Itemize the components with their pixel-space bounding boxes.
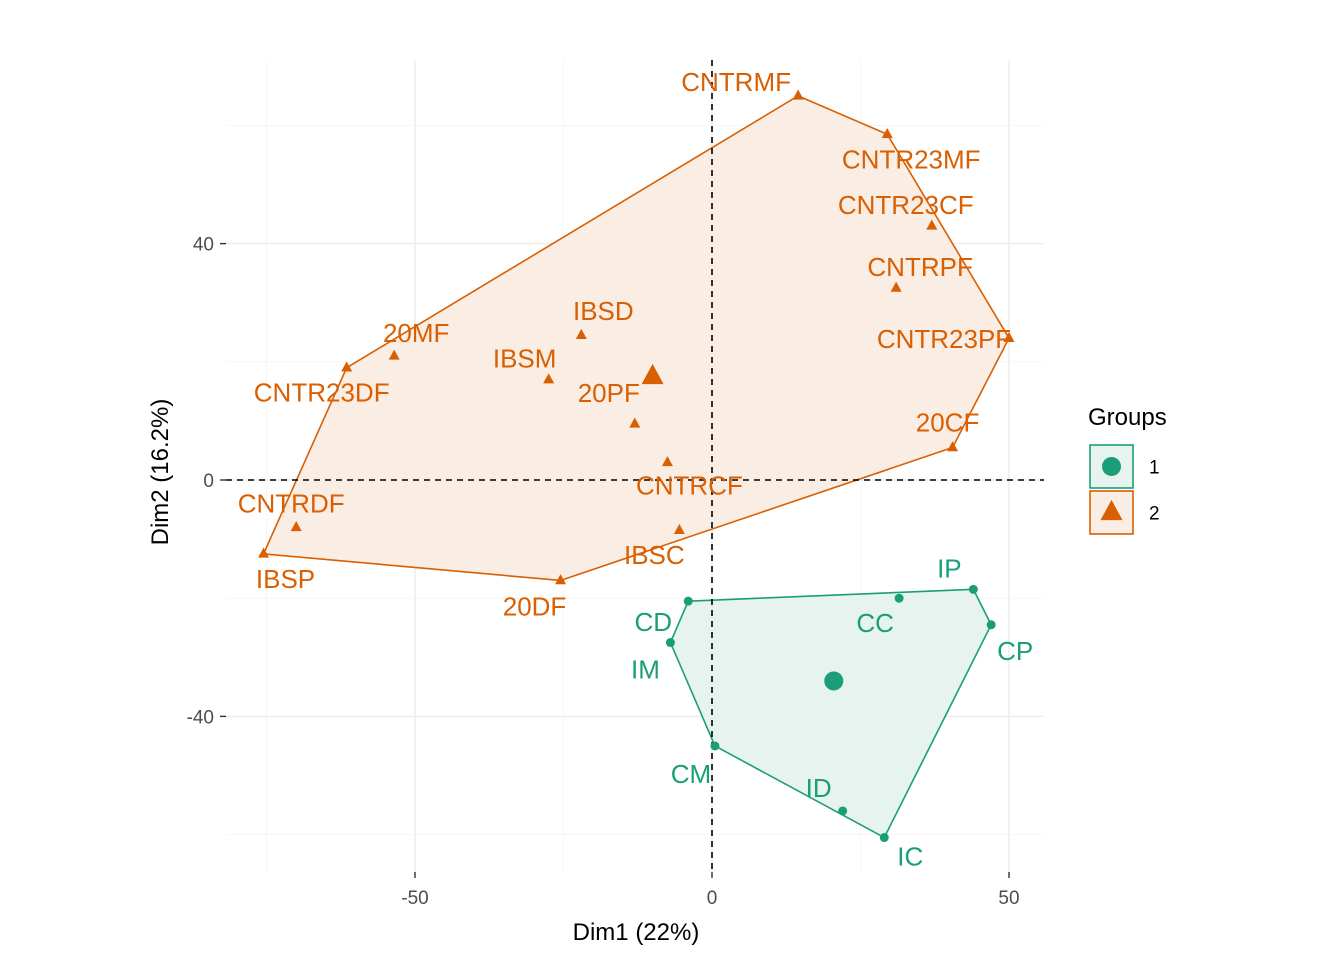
label-20DF: 20DF <box>503 591 567 621</box>
legend-title: Groups <box>1088 404 1167 431</box>
label-IP: IP <box>937 553 962 583</box>
label-IBSP: IBSP <box>256 564 315 594</box>
x-tick-label: 0 <box>707 888 718 909</box>
point-CNTRMF <box>792 89 804 100</box>
y-axis-title: Dim2 (16.2%) <box>147 399 174 546</box>
label-CNTR23PF: CNTR23PF <box>877 324 1011 354</box>
label-IBSM: IBSM <box>493 344 557 374</box>
point-CNTR23DF <box>341 361 353 372</box>
label-20PF: 20PF <box>578 378 640 408</box>
point-20MF <box>388 349 400 360</box>
x-axis-title: Dim1 (22%) <box>573 919 700 946</box>
legend-label-1: 1 <box>1149 458 1160 479</box>
point-CD <box>683 596 693 606</box>
point-CNTRCF <box>661 455 673 467</box>
point-CP <box>986 620 996 630</box>
y-tick-label: 40 <box>193 235 214 256</box>
point-IBSM <box>543 373 555 384</box>
point-IP <box>968 584 978 594</box>
label-ID: ID <box>806 773 832 803</box>
x-tick-label: 50 <box>998 888 1019 909</box>
point-20PF <box>629 417 641 428</box>
point-IBSC <box>673 523 685 535</box>
hull-group-2 <box>262 94 1010 582</box>
point-20CF <box>947 441 959 452</box>
label-CNTRPF: CNTRPF <box>867 252 972 282</box>
group-hulls <box>262 94 1010 839</box>
label-CNTR23MF: CNTR23MF <box>842 144 981 174</box>
label-CNTRDF: CNTRDF <box>238 488 345 518</box>
axis-ticks: -50 0 50 -40 0 40 <box>187 235 1020 909</box>
label-CNTR23CF: CNTR23CF <box>838 190 974 220</box>
point-CNTRPF <box>890 281 902 292</box>
point-CNTR23CF <box>926 219 938 230</box>
legend-symbol-1 <box>1102 457 1121 476</box>
point-CNTR23MF <box>881 127 893 139</box>
y-tick-label: -40 <box>187 707 214 728</box>
point-IBSD <box>575 328 587 339</box>
point-labels: CD CC IP CP IM CM ID IC CNTRMF CNTR23MF CNTR23CF CN… <box>238 67 1033 872</box>
point-IBSP <box>258 547 270 558</box>
y-tick-label: 0 <box>203 471 214 492</box>
label-IBSD: IBSD <box>573 296 634 326</box>
point-IC <box>879 833 889 843</box>
reference-lines <box>226 60 1044 872</box>
point-CNTRDF <box>290 520 302 532</box>
legend: Groups 1 2 <box>1088 404 1167 535</box>
data-points <box>258 89 1015 843</box>
legend-label-2: 2 <box>1149 504 1160 525</box>
label-CNTRCF: CNTRCF <box>636 470 743 500</box>
point-CM <box>710 741 720 751</box>
point-IM <box>665 638 675 648</box>
label-CC: CC <box>856 608 894 638</box>
label-20MF: 20MF <box>383 318 449 348</box>
label-CNTR23DF: CNTR23DF <box>254 378 390 408</box>
label-CM: CM <box>671 759 711 789</box>
legend-symbol-2 <box>1100 499 1123 521</box>
point-20DF <box>555 574 567 585</box>
label-CP: CP <box>997 636 1033 666</box>
x-tick-label: -50 <box>401 888 428 909</box>
label-CD: CD <box>634 607 672 637</box>
label-IM: IM <box>631 655 660 685</box>
point-CC <box>894 593 904 603</box>
label-IC: IC <box>897 842 923 872</box>
label-IBSC: IBSC <box>624 540 685 570</box>
centroid-group-2 <box>641 363 664 385</box>
point-CNTR23PF <box>1003 331 1015 342</box>
centroid-group-1 <box>824 671 844 691</box>
label-CNTRMF: CNTRMF <box>681 67 791 97</box>
point-ID <box>838 806 848 816</box>
label-20CF: 20CF <box>916 407 980 437</box>
